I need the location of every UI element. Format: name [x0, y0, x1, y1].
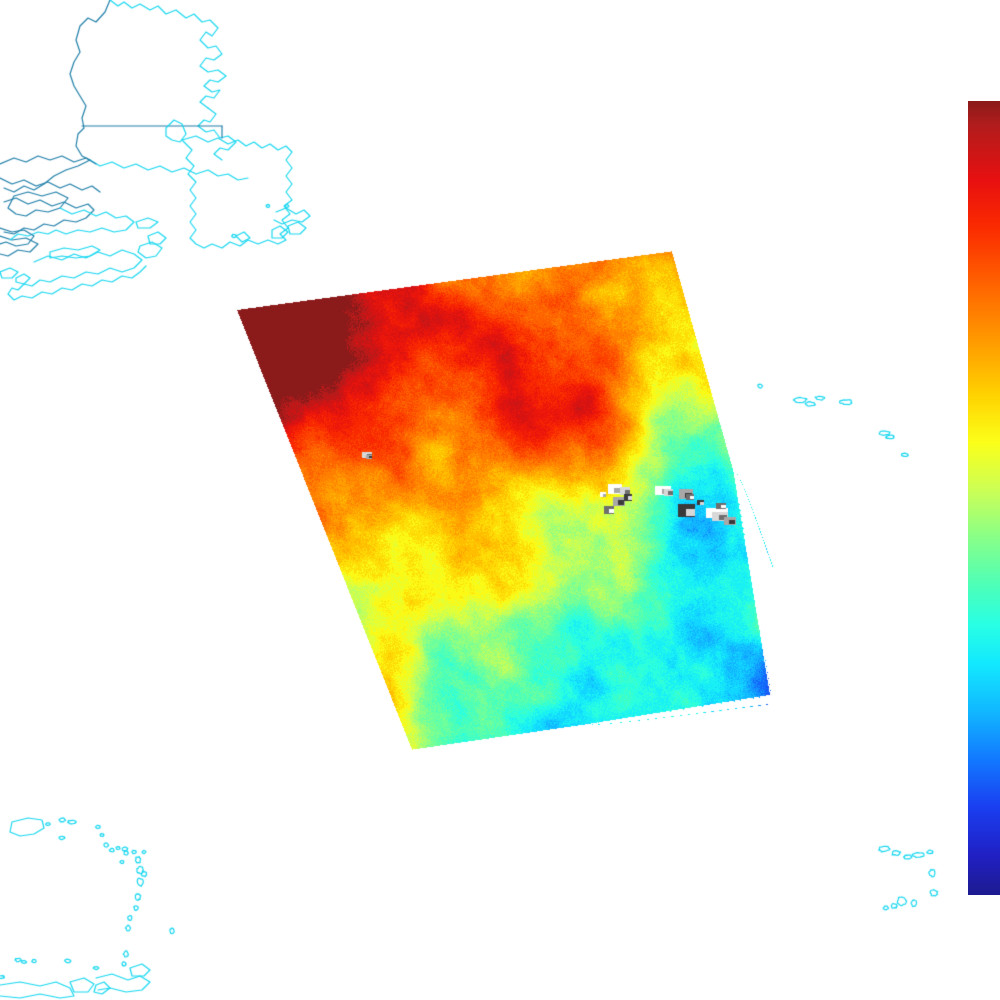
jet-colorbar — [968, 101, 1000, 895]
